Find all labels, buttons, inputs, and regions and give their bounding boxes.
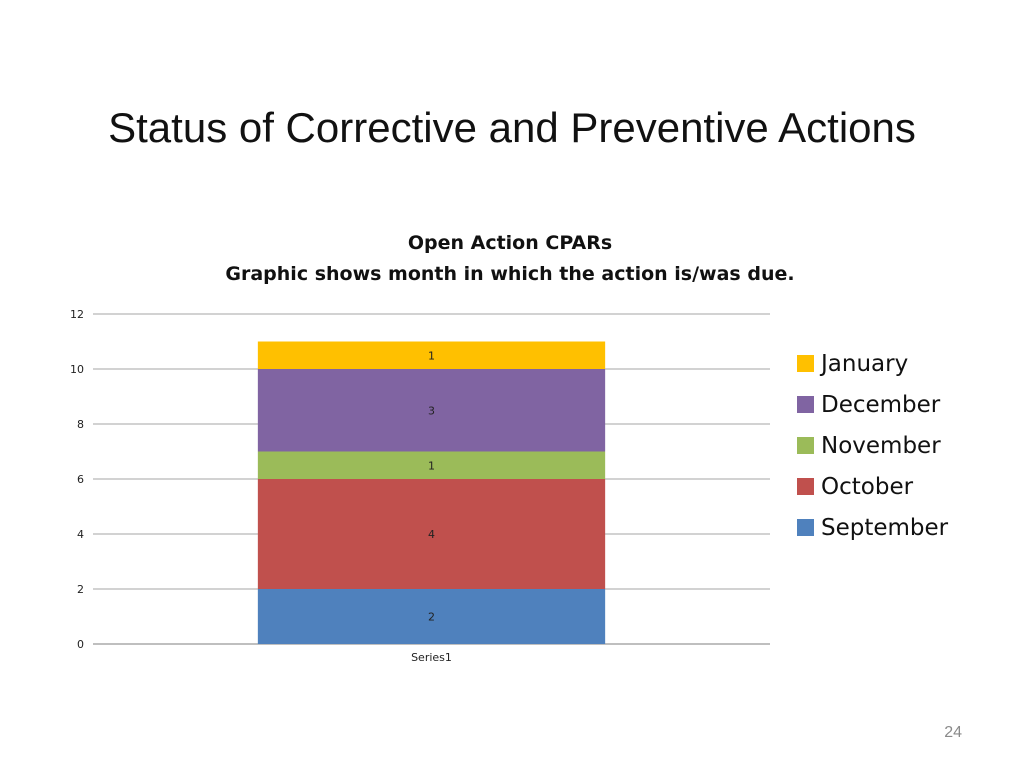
legend-label: January	[821, 350, 909, 377]
legend-item-december: December	[797, 384, 1017, 425]
legend-item-november: November	[797, 425, 1017, 466]
y-tick-label: 6	[77, 473, 84, 486]
y-tick-label: 12	[70, 308, 84, 321]
chart-legend: January December November October September	[797, 343, 1017, 548]
data-label: 3	[428, 404, 435, 417]
legend-item-october: October	[797, 466, 1017, 507]
legend-label: October	[821, 473, 914, 500]
data-label: 1	[428, 459, 435, 472]
legend-swatch	[797, 437, 814, 454]
bar-segment-september	[257, 589, 606, 644]
bar-segment-november	[257, 451, 606, 479]
y-tick-label: 10	[70, 363, 84, 376]
legend-swatch	[797, 478, 814, 495]
chart-subtitle: Graphic shows month in which the action …	[225, 263, 795, 285]
legend-swatch	[797, 355, 814, 372]
legend-label: September	[821, 514, 949, 541]
page-number: 24	[944, 724, 962, 741]
y-tick-label: 4	[77, 528, 84, 541]
bar-segment-january	[257, 341, 606, 369]
bar-segment-december	[257, 369, 606, 452]
data-label: 1	[428, 349, 435, 362]
bar-segment-october	[257, 479, 606, 589]
legend-label: December	[821, 391, 941, 418]
legend-swatch	[797, 519, 814, 536]
y-tick-label: 8	[77, 418, 84, 431]
legend-label: November	[821, 432, 941, 459]
legend-swatch	[797, 396, 814, 413]
y-tick-label: 0	[77, 638, 84, 651]
slide-title: Status of Corrective and Preventive Acti…	[108, 104, 916, 151]
data-label: 2	[428, 611, 435, 624]
y-tick-label: 2	[77, 583, 84, 596]
chart-title: Open Action CPARs	[407, 232, 613, 254]
legend-item-september: September	[797, 507, 1017, 548]
x-tick-label: Series1	[411, 651, 452, 664]
data-label: 4	[428, 528, 435, 541]
legend-item-january: January	[797, 343, 1017, 384]
